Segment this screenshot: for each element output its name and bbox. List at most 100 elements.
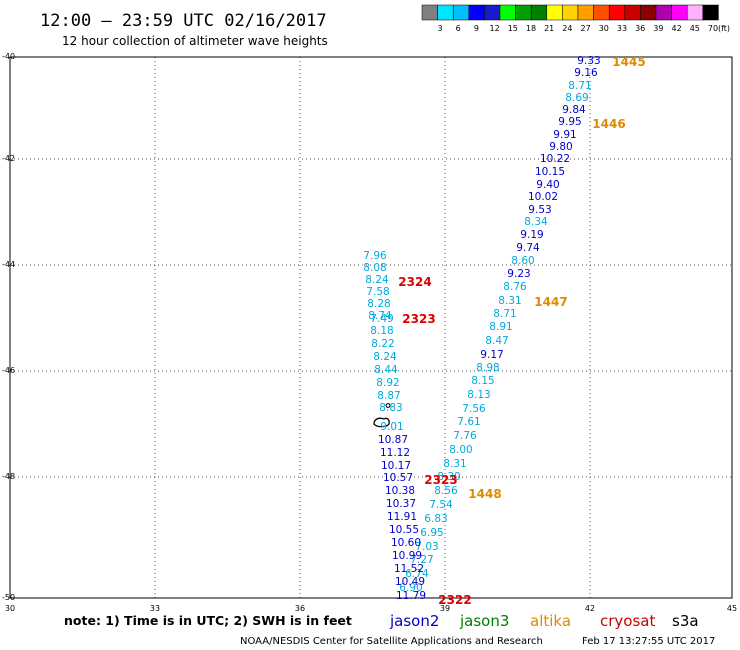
satellite-legend-jason3: jason3 xyxy=(459,612,509,630)
colorbar-tick: 6 xyxy=(456,24,461,33)
footer-note: note: 1) Time is in UTC; 2) SWH is in fe… xyxy=(64,613,352,628)
wave-height-value: 6.74 xyxy=(405,568,429,580)
colorbar-swatch xyxy=(421,4,438,21)
wave-height-value: 9.01 xyxy=(380,421,403,433)
colorbar-swatch xyxy=(515,4,532,21)
wave-height-value: 8.30 xyxy=(437,471,460,483)
longitude-tick: 36 xyxy=(295,604,305,613)
latitude-tick: -46 xyxy=(2,366,15,375)
wave-height-value: 9.23 xyxy=(507,268,530,280)
colorbar-swatch xyxy=(562,4,579,21)
colorbar-swatch xyxy=(484,4,501,21)
wave-height-value: 7.61 xyxy=(457,416,480,428)
latitude-tick-labels: -40 -42 -44 -46 -48 -50 xyxy=(2,52,15,602)
pass-time-label: 2323 xyxy=(402,312,435,326)
colorbar-tick: 9 xyxy=(474,24,479,33)
pass-time-labels: 1445 1446 1447 1448 2324 2323 2323 2322 xyxy=(398,55,645,607)
wave-height-value: 6.95 xyxy=(420,527,443,539)
wave-height-colorbar: 3 6 9 12 15 18 21 24 27 30 33 36 39 42 45 70 (ft) xyxy=(421,4,730,33)
colorbar-swatch xyxy=(655,4,672,21)
wave-height-value: 8.92 xyxy=(376,377,399,389)
satellite-legend: jason2 jason3 altika cryosat s3a xyxy=(389,612,699,630)
colorbar-tick: 30 xyxy=(599,24,609,33)
colorbar-swatch xyxy=(624,4,641,21)
pass-time-label: 1448 xyxy=(468,487,501,501)
wave-height-value: 9.80 xyxy=(549,141,572,153)
pass-time-label: 2324 xyxy=(398,275,431,289)
longitude-tick: 39 xyxy=(440,604,450,613)
wave-height-value: 7.96 xyxy=(363,250,387,262)
colorbar-tick: 12 xyxy=(490,24,500,33)
colorbar-tick: 45 xyxy=(690,24,700,33)
footer-credit: NOAA/NESDIS Center for Satellite Applica… xyxy=(240,636,543,647)
wave-height-value: 8.44 xyxy=(374,364,398,376)
wave-height-value: 7.56 xyxy=(462,403,486,415)
pass-time-label: 1447 xyxy=(534,295,567,309)
wave-height-value: 8.71 xyxy=(568,80,591,92)
wave-height-value: 10.22 xyxy=(540,153,570,165)
colorbar-tick: 36 xyxy=(635,24,645,33)
wave-height-value: 8.76 xyxy=(503,281,527,293)
colorbar-swatch xyxy=(530,4,548,21)
wave-height-value: 9.53 xyxy=(528,204,551,216)
wave-height-values: 9.339.168.718.699.849.959.919.8010.2210.… xyxy=(363,55,600,602)
wave-height-value: 9.84 xyxy=(562,104,586,116)
lat-lon-grid xyxy=(10,57,732,598)
colorbar-tick: 3 xyxy=(437,24,442,33)
wave-height-value: 8.91 xyxy=(489,321,512,333)
satellite-legend-cryosat: cryosat xyxy=(600,612,655,630)
map-subtitle: 12 hour collection of altimeter wave hei… xyxy=(62,34,328,48)
colorbar-swatch xyxy=(640,4,657,21)
latitude-tick: -42 xyxy=(2,154,15,163)
wave-height-value: 9.17 xyxy=(480,349,503,361)
colorbar-tick: 21 xyxy=(544,24,554,33)
latitude-tick: -40 xyxy=(2,52,15,61)
wave-height-value: 9.19 xyxy=(520,229,543,241)
latitude-tick: -44 xyxy=(2,260,15,269)
latitude-tick: -48 xyxy=(2,472,15,481)
wave-height-value: 7.58 xyxy=(366,286,389,298)
colorbar-tick: 42 xyxy=(672,24,682,33)
wave-height-value: 7.76 xyxy=(453,430,477,442)
wave-height-value: 8.13 xyxy=(467,389,490,401)
colorbar-tick: 39 xyxy=(653,24,663,33)
colorbar-tick: 33 xyxy=(617,24,627,33)
wave-height-value: 7.03 xyxy=(415,541,438,553)
wave-height-value: 9.91 xyxy=(553,129,576,141)
longitude-tick: 33 xyxy=(150,604,160,613)
wave-height-value: 8.18 xyxy=(370,325,393,337)
wave-height-value: 10.99 xyxy=(392,550,422,562)
pass-time-label: 1446 xyxy=(592,117,625,131)
wave-height-value: 9.16 xyxy=(574,67,598,79)
wave-height-value: 8.24 xyxy=(373,351,397,363)
wave-height-value: 10.38 xyxy=(385,485,415,497)
wave-height-value: 7.54 xyxy=(429,499,453,511)
wave-height-value: 8.08 xyxy=(363,262,386,274)
wave-height-value: 11.12 xyxy=(380,447,410,459)
wave-height-value: 11.91 xyxy=(387,511,417,523)
longitude-tick: 45 xyxy=(727,604,737,613)
longitude-tick-labels: 30 33 36 39 42 45 xyxy=(5,604,737,613)
wave-height-value: 11.79 xyxy=(396,590,426,602)
wave-height-value: 10.37 xyxy=(386,498,416,510)
wave-height-value: 10.17 xyxy=(381,460,411,472)
wave-height-value: 8.83 xyxy=(379,402,402,414)
wave-height-value: 10.57 xyxy=(383,472,413,484)
colorbar-tick: 27 xyxy=(581,24,591,33)
wave-height-value: 10.15 xyxy=(535,166,565,178)
wave-height-value: 8.28 xyxy=(367,298,390,310)
colorbar-unit: (ft) xyxy=(718,24,730,33)
colorbar-tick: 24 xyxy=(562,24,572,33)
wave-height-value: 8.98 xyxy=(476,362,499,374)
wave-height-value: 8.60 xyxy=(511,255,534,267)
wave-height-value: 8.31 xyxy=(498,295,521,307)
colorbar-swatch xyxy=(686,4,704,21)
colorbar-swatch xyxy=(593,4,610,21)
wave-height-value: 7.27 xyxy=(410,554,433,566)
satellite-legend-jason2: jason2 xyxy=(389,612,439,630)
wave-height-value: 8.00 xyxy=(449,444,472,456)
wave-height-value: 6.90 xyxy=(399,582,422,594)
longitude-tick: 42 xyxy=(585,604,595,613)
wave-height-value: 9.74 xyxy=(516,242,540,254)
wave-height-value: 8.87 xyxy=(377,390,400,402)
